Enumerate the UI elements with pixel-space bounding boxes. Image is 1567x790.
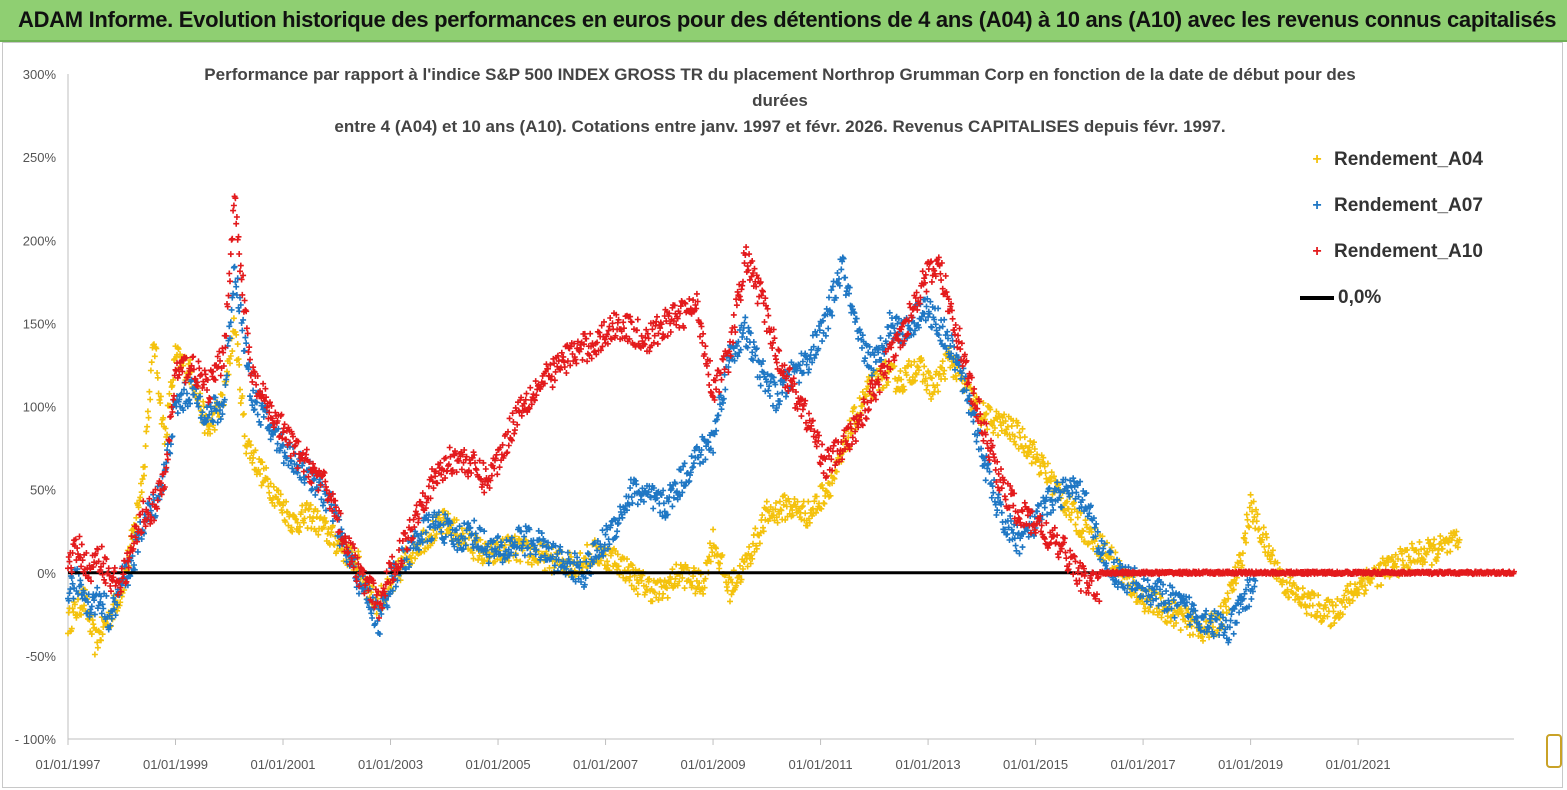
y-tick-label: -50%: [26, 649, 57, 664]
legend-marker-a10: +: [1312, 243, 1322, 260]
y-tick-label: 300%: [23, 67, 57, 82]
legend-item-zero: 0,0%: [1300, 284, 1381, 312]
report-title: ADAM Informe. Evolution historique des p…: [18, 7, 1557, 32]
legend-label-a04: Rendement_A04: [1334, 149, 1483, 170]
x-tick-label: 01/01/1999: [143, 757, 208, 772]
chart-title-line-2: durées: [752, 91, 808, 110]
series-points-1: [65, 315, 1463, 658]
series-rendement-a04: [65, 315, 1463, 658]
legend-line-zero: [1300, 296, 1334, 300]
report-banner: ADAM Informe. Evolution historique des p…: [0, 0, 1567, 42]
legend-item-a07: + Rendement_A07: [1300, 192, 1483, 220]
legend-marker-a04: +: [1312, 151, 1322, 168]
series-points-3: [65, 193, 1517, 621]
scroll-handle-icon[interactable]: [1546, 734, 1562, 768]
legend-item-a10: + Rendement_A10: [1300, 238, 1483, 266]
y-tick-label: 100%: [23, 400, 57, 415]
x-tick-label: 01/01/2009: [681, 757, 746, 772]
y-tick-label: - 100%: [15, 732, 57, 747]
legend-label-zero: 0,0%: [1338, 287, 1382, 308]
chart-title-line-1: Performance par rapport à l'indice S&P 5…: [204, 65, 1356, 84]
chart-title: Performance par rapport à l'indice S&P 5…: [160, 62, 1400, 140]
y-tick-label: 150%: [23, 316, 57, 331]
legend-label-a10: Rendement_A10: [1334, 241, 1483, 262]
legend-item-a04: + Rendement_A04: [1300, 146, 1483, 174]
x-tick-label: 01/01/2005: [465, 757, 530, 772]
x-tick-label: 01/01/2015: [1003, 757, 1068, 772]
x-tick-label: 01/01/2001: [250, 757, 315, 772]
x-tick-label: 01/01/2013: [896, 757, 961, 772]
y-tick-label: 250%: [23, 150, 57, 165]
x-tick-label: 01/01/2011: [789, 757, 853, 772]
x-tick-label: 01/01/2007: [573, 757, 638, 772]
legend-marker-a07: +: [1312, 197, 1322, 214]
x-tick-label: 01/01/2019: [1218, 757, 1283, 772]
y-tick-label: 50%: [30, 483, 56, 498]
y-tick-label: 0%: [37, 566, 56, 581]
x-tick-label: 01/01/2021: [1326, 757, 1391, 772]
x-tick-label: 01/01/2003: [358, 757, 423, 772]
x-tick-label: 01/01/1997: [35, 757, 100, 772]
chart-legend: + Rendement_A04 + Rendement_A07 + Rendem…: [1290, 140, 1540, 320]
x-tick-label: 01/01/2017: [1111, 757, 1176, 772]
series-rendement-a10: [65, 193, 1517, 621]
y-tick-label: 200%: [23, 233, 57, 248]
legend-label-a07: Rendement_A07: [1334, 195, 1483, 216]
chart-title-line-3: entre 4 (A04) et 10 ans (A10). Cotations…: [334, 117, 1226, 136]
